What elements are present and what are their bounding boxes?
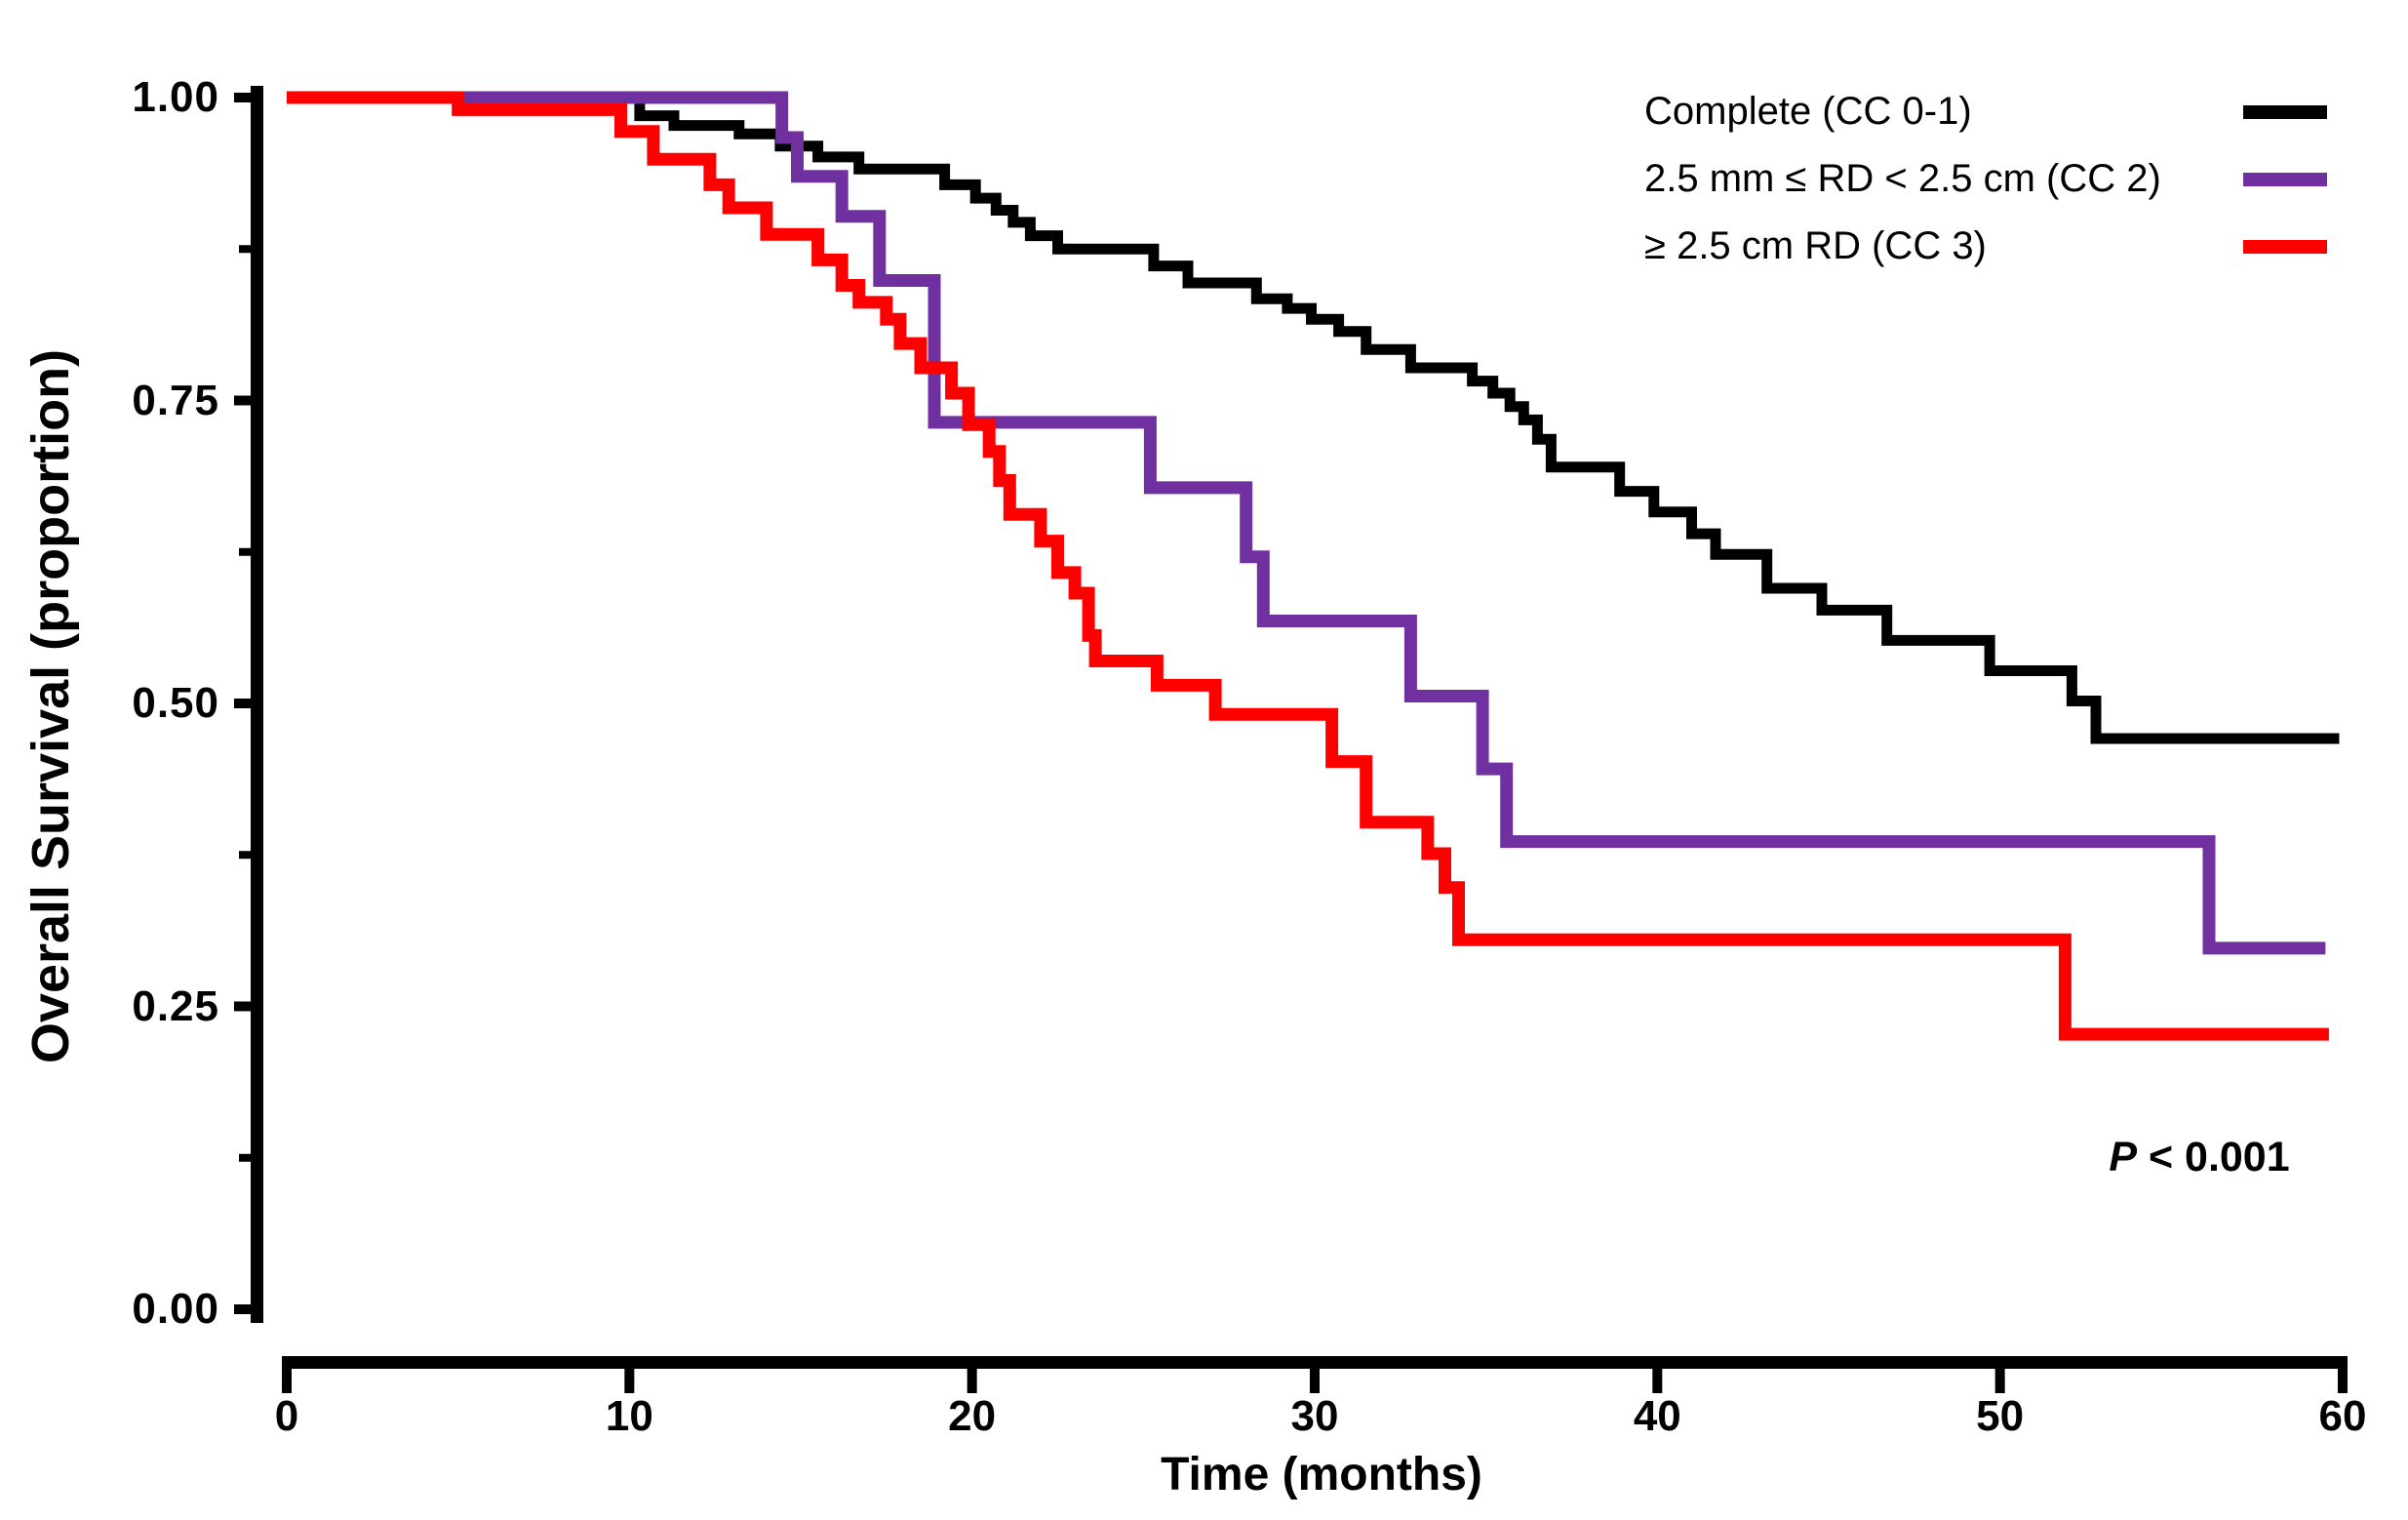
- survival-curve-cc3: [287, 91, 2329, 1041]
- p-value-text: < 0.001: [2137, 1134, 2290, 1180]
- x-axis-tick-label: 60: [2318, 1392, 2367, 1440]
- y-axis-tick-label: 0.50: [132, 679, 219, 727]
- x-axis-tick-label: 10: [605, 1392, 653, 1440]
- x-axis-tick-label: 40: [1633, 1392, 1681, 1440]
- survival-curve-cc2: [287, 91, 2326, 955]
- legend-item-label: 2.5 mm ≤ RD < 2.5 cm (CC 2): [1644, 157, 2161, 200]
- y-axis-tick-label: 0.00: [132, 1285, 219, 1333]
- x-axis-tick-label: 50: [1976, 1392, 2025, 1440]
- legend-item: Complete (CC 0-1): [1644, 78, 2327, 145]
- x-axis-tick-label: 30: [1290, 1392, 1339, 1440]
- x-axis-tick-label: 20: [948, 1392, 997, 1440]
- legend-item-label: Complete (CC 0-1): [1644, 90, 1972, 133]
- legend-swatch: [2243, 172, 2327, 186]
- legend-item: ≥ 2.5 cm RD (CC 3): [1644, 213, 2327, 280]
- survival-curve-complete-cc0-1: [287, 92, 2340, 744]
- p-value-symbol: P: [2109, 1134, 2138, 1180]
- x-axis-tick-label: 0: [274, 1392, 299, 1440]
- legend-swatch: [2243, 239, 2327, 254]
- y-axis-line: [251, 86, 263, 1323]
- y-axis-tick-label: 0.25: [132, 981, 219, 1030]
- legend: Complete (CC 0-1) 2.5 mm ≤ RD < 2.5 cm (C…: [1644, 78, 2327, 280]
- p-value-annotation: P < 0.001: [1999, 1128, 2399, 1186]
- x-axis-title: Time (months): [1161, 1449, 1482, 1500]
- legend-item-label: ≥ 2.5 cm RD (CC 3): [1644, 224, 1987, 267]
- y-axis-tick-label: 0.75: [132, 376, 219, 424]
- legend-swatch: [2243, 104, 2327, 119]
- axes: [234, 86, 2348, 1393]
- y-axis-tick-label: 1.00: [132, 73, 219, 121]
- survival-curves: [287, 91, 2340, 1041]
- x-axis-line: [282, 1356, 2348, 1369]
- legend-item: 2.5 mm ≤ RD < 2.5 cm (CC 2): [1644, 145, 2327, 213]
